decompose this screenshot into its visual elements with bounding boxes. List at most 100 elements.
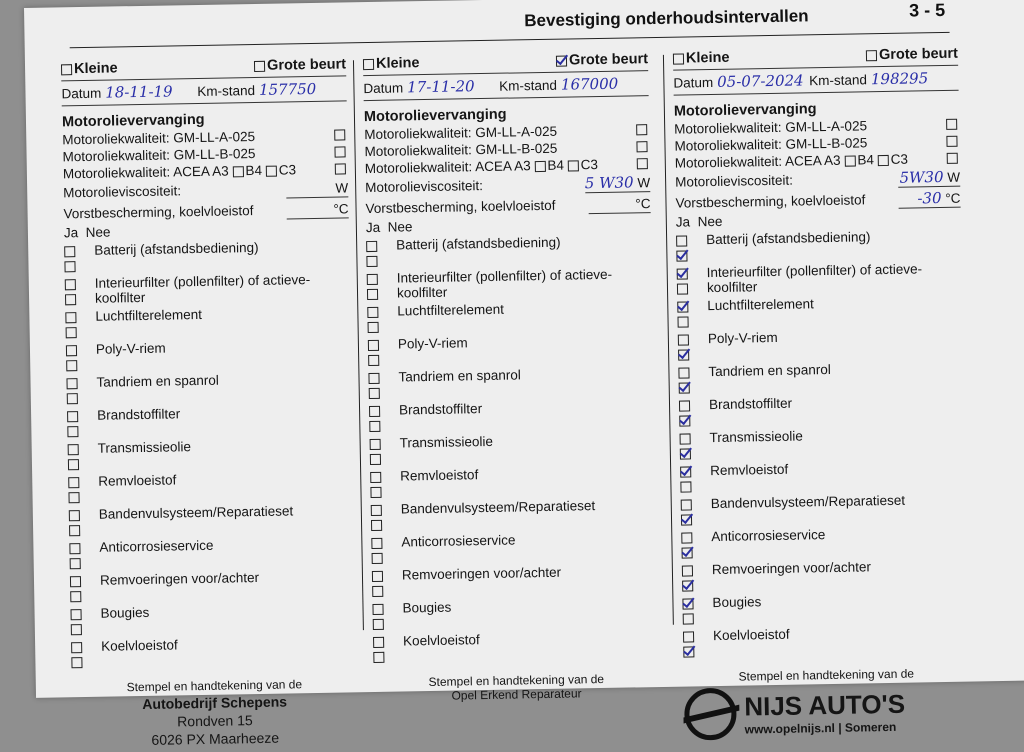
ja-checkbox[interactable] <box>367 274 378 285</box>
ja-checkbox[interactable] <box>677 268 688 279</box>
ja-checkbox[interactable] <box>68 477 79 488</box>
ja-checkbox[interactable] <box>373 637 384 648</box>
nee-checkbox[interactable] <box>70 591 81 602</box>
ja-checkbox[interactable] <box>68 444 79 455</box>
oil-b-checkbox[interactable] <box>636 141 647 152</box>
nee-checkbox[interactable] <box>64 261 75 272</box>
ja-checkbox[interactable] <box>372 604 383 615</box>
ja-checkbox[interactable] <box>682 598 693 609</box>
kleine-checkbox[interactable] <box>673 53 684 64</box>
ja-checkbox[interactable] <box>369 406 380 417</box>
ja-checkbox[interactable] <box>66 378 77 389</box>
km-value[interactable]: 167000 <box>561 75 619 94</box>
nee-checkbox[interactable] <box>370 454 381 465</box>
nee-checkbox[interactable] <box>682 547 693 558</box>
ja-checkbox[interactable] <box>368 340 379 351</box>
ja-checkbox[interactable] <box>680 466 691 477</box>
nee-checkbox[interactable] <box>367 289 378 300</box>
nee-checkbox[interactable] <box>371 520 382 531</box>
nee-checkbox[interactable] <box>68 459 79 470</box>
ja-checkbox[interactable] <box>371 538 382 549</box>
datum-value[interactable]: 05-07-2024 <box>717 71 805 91</box>
b4-checkbox[interactable] <box>844 155 855 166</box>
nee-checkbox[interactable] <box>677 316 688 327</box>
nee-checkbox[interactable] <box>676 250 687 261</box>
ja-checkbox[interactable] <box>65 312 76 323</box>
viscosity-value[interactable]: 5 W30 <box>585 173 634 192</box>
ja-checkbox[interactable] <box>70 576 81 587</box>
nee-checkbox[interactable] <box>369 421 380 432</box>
nee-checkbox[interactable] <box>66 327 77 338</box>
c3-checkbox[interactable] <box>878 155 889 166</box>
kleine-checkbox[interactable] <box>363 59 374 70</box>
acea-checkbox[interactable] <box>947 153 958 164</box>
oil-a-checkbox[interactable] <box>636 124 647 135</box>
nee-checkbox[interactable] <box>683 646 694 657</box>
ja-checkbox[interactable] <box>681 532 692 543</box>
nee-checkbox[interactable] <box>683 613 694 624</box>
ja-checkbox[interactable] <box>370 439 381 450</box>
grote-checkbox[interactable] <box>556 55 567 66</box>
acea-checkbox[interactable] <box>335 163 346 174</box>
nee-checkbox[interactable] <box>70 558 81 569</box>
datum-value[interactable]: 17-11-20 <box>407 77 495 97</box>
viscosity-value[interactable]: 5W30 <box>899 168 943 187</box>
c3-checkbox[interactable] <box>568 160 579 171</box>
km-value[interactable]: 157750 <box>259 80 317 99</box>
nee-checkbox[interactable] <box>373 652 384 663</box>
ja-checkbox[interactable] <box>368 373 379 384</box>
nee-checkbox[interactable] <box>67 426 78 437</box>
nee-checkbox[interactable] <box>372 553 383 564</box>
frost-value[interactable]: -30 <box>917 189 941 207</box>
ja-checkbox[interactable] <box>64 246 75 257</box>
nee-checkbox[interactable] <box>366 256 377 267</box>
ja-checkbox[interactable] <box>65 279 76 290</box>
datum-value[interactable]: 18-11-19 <box>105 82 193 102</box>
c3-checkbox[interactable] <box>266 166 277 177</box>
ja-checkbox[interactable] <box>683 631 694 642</box>
nee-checkbox[interactable] <box>369 388 380 399</box>
nee-checkbox[interactable] <box>65 294 76 305</box>
ja-checkbox[interactable] <box>71 642 82 653</box>
ja-checkbox[interactable] <box>680 433 691 444</box>
nee-checkbox[interactable] <box>68 492 79 503</box>
nee-checkbox[interactable] <box>71 624 82 635</box>
ja-checkbox[interactable] <box>677 301 688 312</box>
nee-checkbox[interactable] <box>681 514 692 525</box>
nee-checkbox[interactable] <box>678 349 689 360</box>
ja-checkbox[interactable] <box>678 367 689 378</box>
ja-checkbox[interactable] <box>69 510 80 521</box>
km-value[interactable]: 198295 <box>871 69 929 88</box>
ja-checkbox[interactable] <box>367 307 378 318</box>
nee-checkbox[interactable] <box>677 283 688 294</box>
oil-a-checkbox[interactable] <box>334 129 345 140</box>
oil-b-checkbox[interactable] <box>946 136 957 147</box>
ja-checkbox[interactable] <box>676 235 687 246</box>
ja-checkbox[interactable] <box>371 505 382 516</box>
nee-checkbox[interactable] <box>71 657 82 668</box>
nee-checkbox[interactable] <box>69 525 80 536</box>
ja-checkbox[interactable] <box>372 571 383 582</box>
ja-checkbox[interactable] <box>678 334 689 345</box>
ja-checkbox[interactable] <box>682 565 693 576</box>
nee-checkbox[interactable] <box>682 580 693 591</box>
acea-checkbox[interactable] <box>637 158 648 169</box>
nee-checkbox[interactable] <box>680 448 691 459</box>
ja-checkbox[interactable] <box>366 241 377 252</box>
ja-checkbox[interactable] <box>66 345 77 356</box>
oil-b-checkbox[interactable] <box>334 146 345 157</box>
ja-checkbox[interactable] <box>679 400 690 411</box>
nee-checkbox[interactable] <box>679 415 690 426</box>
oil-a-checkbox[interactable] <box>946 119 957 130</box>
nee-checkbox[interactable] <box>679 382 690 393</box>
nee-checkbox[interactable] <box>373 619 384 630</box>
nee-checkbox[interactable] <box>370 487 381 498</box>
ja-checkbox[interactable] <box>681 499 692 510</box>
nee-checkbox[interactable] <box>67 393 78 404</box>
grote-checkbox[interactable] <box>254 60 265 71</box>
ja-checkbox[interactable] <box>70 609 81 620</box>
b4-checkbox[interactable] <box>534 161 545 172</box>
nee-checkbox[interactable] <box>680 481 691 492</box>
nee-checkbox[interactable] <box>372 586 383 597</box>
b4-checkbox[interactable] <box>232 166 243 177</box>
